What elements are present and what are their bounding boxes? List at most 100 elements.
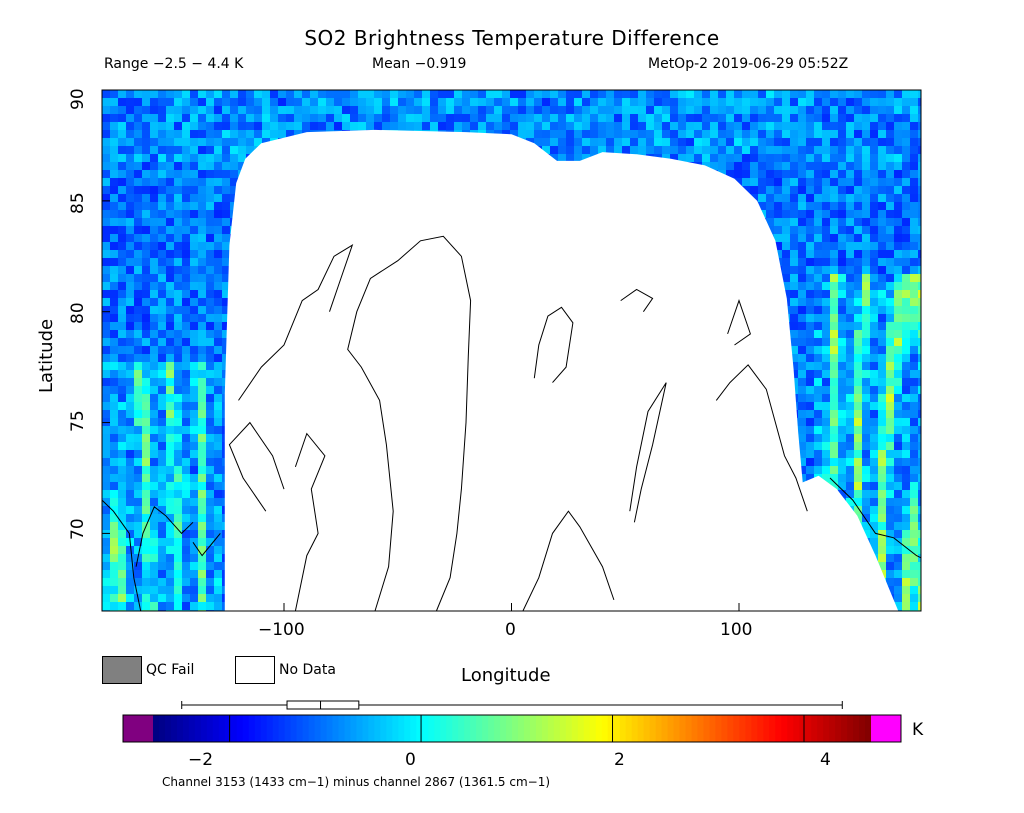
heatmap-cell: [870, 178, 878, 186]
heatmap-cell: [846, 210, 854, 218]
heatmap-cell: [918, 378, 921, 386]
heatmap-cell: [862, 426, 870, 434]
heatmap-cell: [494, 90, 502, 98]
heatmap-cell: [214, 346, 222, 354]
heatmap-cell: [830, 258, 838, 266]
heatmap-cell: [798, 450, 806, 458]
heatmap-cell: [110, 298, 118, 306]
heatmap-cell: [878, 250, 886, 258]
heatmap-cell: [158, 458, 166, 466]
heatmap-cell: [894, 330, 902, 338]
heatmap-cell: [742, 162, 750, 170]
heatmap-cell: [142, 266, 150, 274]
heatmap-cell: [630, 122, 638, 130]
heatmap-cell: [406, 122, 414, 130]
heatmap-cell: [758, 114, 766, 122]
heatmap-cell: [222, 170, 230, 178]
heatmap-cell: [214, 354, 222, 362]
heatmap-cell: [326, 114, 334, 122]
heatmap-cell: [870, 322, 878, 330]
heatmap-cell: [150, 202, 158, 210]
heatmap-cell: [134, 154, 142, 162]
heatmap-cell: [230, 154, 238, 162]
heatmap-cell: [158, 450, 166, 458]
heatmap-cell: [814, 338, 822, 346]
heatmap-cell: [830, 346, 838, 354]
heatmap-cell: [830, 458, 838, 466]
heatmap-cell: [150, 370, 158, 378]
heatmap-cell: [110, 274, 118, 282]
heatmap-cell: [190, 210, 198, 218]
heatmap-cell: [790, 186, 798, 194]
heatmap-cell: [110, 90, 118, 98]
heatmap-cell: [646, 90, 654, 98]
heatmap-cell: [102, 394, 110, 402]
heatmap-cell: [798, 410, 806, 418]
heatmap-cell: [838, 226, 846, 234]
heatmap-cell: [814, 346, 822, 354]
heatmap-cell: [710, 90, 718, 98]
heatmap-cell: [198, 466, 206, 474]
heatmap-cell: [558, 130, 566, 138]
heatmap-cell: [814, 202, 822, 210]
heatmap-cell: [174, 242, 182, 250]
heatmap-cell: [902, 434, 910, 442]
heatmap-cell: [758, 98, 766, 106]
heatmap-cell: [222, 250, 230, 258]
heatmap-cell: [110, 242, 118, 250]
heatmap-cell: [838, 162, 846, 170]
heatmap-cell: [734, 90, 742, 98]
heatmap-cell: [182, 338, 190, 346]
heatmap-cell: [382, 122, 390, 130]
heatmap-cell: [198, 170, 206, 178]
heatmap-cell: [870, 466, 878, 474]
heatmap-cell: [846, 426, 854, 434]
heatmap-cell: [870, 426, 878, 434]
heatmap-cell: [822, 162, 830, 170]
heatmap-cell: [774, 138, 782, 146]
heatmap-cell: [886, 450, 894, 458]
heatmap-cell: [238, 138, 246, 146]
heatmap-cell: [566, 154, 574, 162]
heatmap-cell: [862, 130, 870, 138]
heatmap-cell: [894, 258, 902, 266]
heatmap-cell: [918, 146, 921, 154]
heatmap-cell: [862, 226, 870, 234]
heatmap-cell: [766, 130, 774, 138]
heatmap-cell: [590, 106, 598, 114]
heatmap-cell: [614, 106, 622, 114]
heatmap-cell: [110, 114, 118, 122]
heatmap-cell: [774, 226, 782, 234]
heatmap-cell: [118, 234, 126, 242]
heatmap-cell: [190, 146, 198, 154]
heatmap-cell: [166, 442, 174, 450]
heatmap-cell: [838, 306, 846, 314]
heatmap-cell: [766, 106, 774, 114]
heatmap-cell: [830, 322, 838, 330]
heatmap-cell: [166, 186, 174, 194]
heatmap-cell: [806, 250, 814, 258]
heatmap-cell: [174, 234, 182, 242]
heatmap-cell: [830, 402, 838, 410]
heatmap-cell: [438, 114, 446, 122]
heatmap-cell: [158, 418, 166, 426]
heatmap-cell: [750, 114, 758, 122]
heatmap-cell: [422, 114, 430, 122]
heatmap-cell: [126, 314, 134, 322]
heatmap-cell: [206, 106, 214, 114]
heatmap-cell: [798, 386, 806, 394]
heatmap-cell: [902, 426, 910, 434]
heatmap-cell: [446, 106, 454, 114]
heatmap-cell: [166, 210, 174, 218]
heatmap-cell: [126, 394, 134, 402]
heatmap-cell: [878, 146, 886, 154]
heatmap-cell: [214, 266, 222, 274]
heatmap-cell: [830, 106, 838, 114]
heatmap-cell: [806, 226, 814, 234]
heatmap-cell: [214, 442, 222, 450]
heatmap-cell: [918, 402, 921, 410]
heatmap-cell: [246, 138, 254, 146]
heatmap-cell: [198, 122, 206, 130]
heatmap-cell: [174, 170, 182, 178]
heatmap-cell: [142, 210, 150, 218]
